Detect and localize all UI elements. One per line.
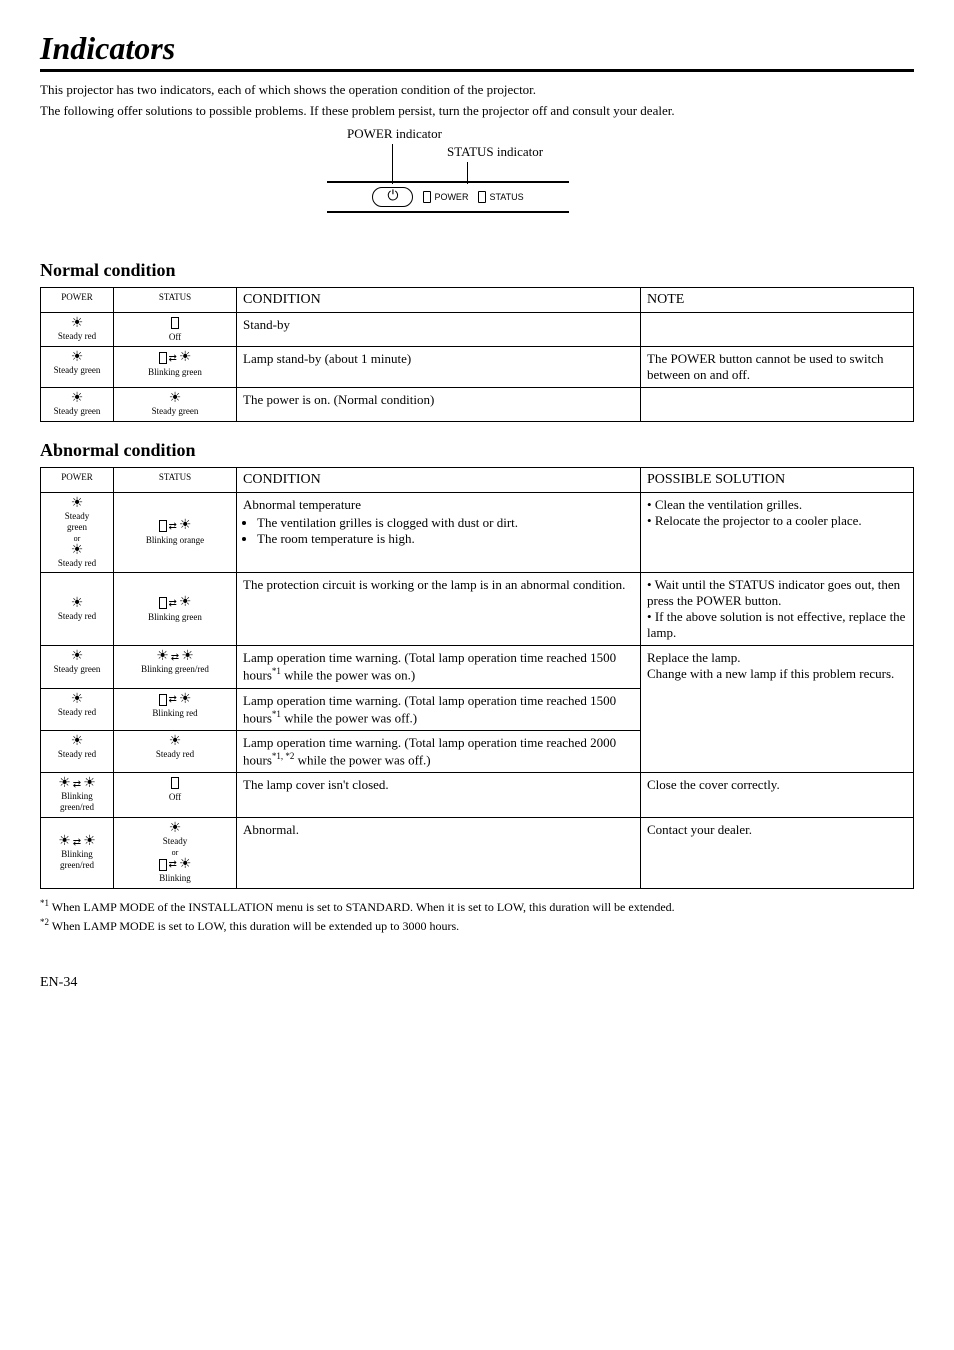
bulb-icon: ☀ bbox=[71, 543, 84, 558]
blink-icon: ⇄☀ bbox=[159, 351, 192, 365]
th-solution: POSSIBLE SOLUTION bbox=[641, 468, 914, 493]
bulb-icon: ☀ bbox=[169, 821, 182, 836]
off-icon bbox=[171, 777, 179, 789]
bulb-icon: ☀ bbox=[71, 596, 84, 611]
table-row: ☀Steady green ⇄☀Blinking green Lamp stan… bbox=[41, 347, 914, 388]
th-power: POWER bbox=[41, 287, 114, 312]
normal-table: POWER STATUS CONDITION NOTE ☀Steady red … bbox=[40, 287, 914, 422]
power-led: POWER bbox=[423, 191, 468, 203]
blink-icon: ⇄☀ bbox=[159, 519, 192, 533]
off-icon bbox=[171, 317, 179, 329]
blink-icon: ☀⇄☀ bbox=[156, 650, 194, 664]
blink-icon: ☀⇄☀ bbox=[58, 835, 96, 849]
bulb-icon: ☀ bbox=[169, 734, 182, 749]
indicator-diagram: POWER indicator STATUS indicator ⏻ POWER… bbox=[40, 126, 914, 220]
th-status: STATUS bbox=[114, 468, 237, 493]
bulb-icon: ☀ bbox=[71, 391, 84, 406]
bulb-icon: ☀ bbox=[169, 391, 182, 406]
intro-line-2: The following offer solutions to possibl… bbox=[40, 103, 914, 120]
table-row: ☀Steady green ☀⇄☀Blinking green/red Lamp… bbox=[41, 646, 914, 688]
th-condition: CONDITION bbox=[237, 468, 641, 493]
blink-icon: ⇄☀ bbox=[159, 858, 192, 872]
status-indicator-label: STATUS indicator bbox=[447, 144, 543, 160]
blink-icon: ⇄☀ bbox=[159, 596, 192, 610]
blink-icon: ☀⇄☀ bbox=[58, 777, 96, 791]
device-panel: ⏻ POWER STATUS bbox=[327, 181, 569, 213]
bulb-icon: ☀ bbox=[71, 350, 84, 365]
table-row: ☀Steadygreenor ☀Steady red ⇄☀ Blinking o… bbox=[41, 493, 914, 573]
table-row: ☀⇄☀Blinking green/red Off The lamp cover… bbox=[41, 773, 914, 818]
table-row: ☀Steady red Off Stand-by bbox=[41, 312, 914, 347]
power-button-icon: ⏻ bbox=[372, 187, 413, 207]
bulb-icon: ☀ bbox=[71, 734, 84, 749]
table-row: ☀Steady green ☀Steady green The power is… bbox=[41, 388, 914, 422]
footnotes: *1 When LAMP MODE of the INSTALLATION me… bbox=[40, 897, 914, 935]
bulb-icon: ☀ bbox=[71, 692, 84, 707]
bulb-icon: ☀ bbox=[71, 496, 84, 511]
th-note: NOTE bbox=[641, 287, 914, 312]
table-row: ☀⇄☀Blinking green/red ☀ Steady or ⇄☀ Bli… bbox=[41, 817, 914, 888]
abnormal-heading: Abnormal condition bbox=[40, 440, 914, 461]
abnormal-table: POWER STATUS CONDITION POSSIBLE SOLUTION… bbox=[40, 467, 914, 889]
status-led: STATUS bbox=[478, 191, 523, 203]
bulb-icon: ☀ bbox=[71, 316, 84, 331]
th-condition: CONDITION bbox=[237, 287, 641, 312]
th-status: STATUS bbox=[114, 287, 237, 312]
blink-icon: ⇄☀ bbox=[159, 693, 192, 707]
page-title: Indicators bbox=[40, 30, 914, 72]
page-number: EN-34 bbox=[40, 975, 914, 991]
bulb-icon: ☀ bbox=[71, 649, 84, 664]
table-row: ☀Steady red ⇄☀Blinking green The protect… bbox=[41, 573, 914, 646]
power-indicator-label: POWER indicator bbox=[347, 126, 442, 142]
normal-heading: Normal condition bbox=[40, 260, 914, 281]
th-power: POWER bbox=[41, 468, 114, 493]
intro-line-1: This projector has two indicators, each … bbox=[40, 82, 914, 99]
